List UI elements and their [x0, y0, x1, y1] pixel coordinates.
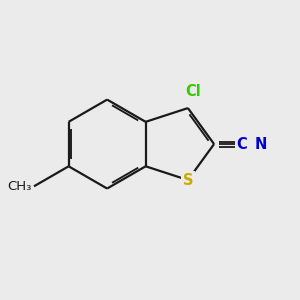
Text: CH₃: CH₃	[7, 180, 31, 193]
Text: S: S	[183, 172, 193, 188]
Text: C: C	[236, 136, 247, 152]
Text: N: N	[255, 136, 267, 152]
Text: Cl: Cl	[186, 84, 201, 99]
